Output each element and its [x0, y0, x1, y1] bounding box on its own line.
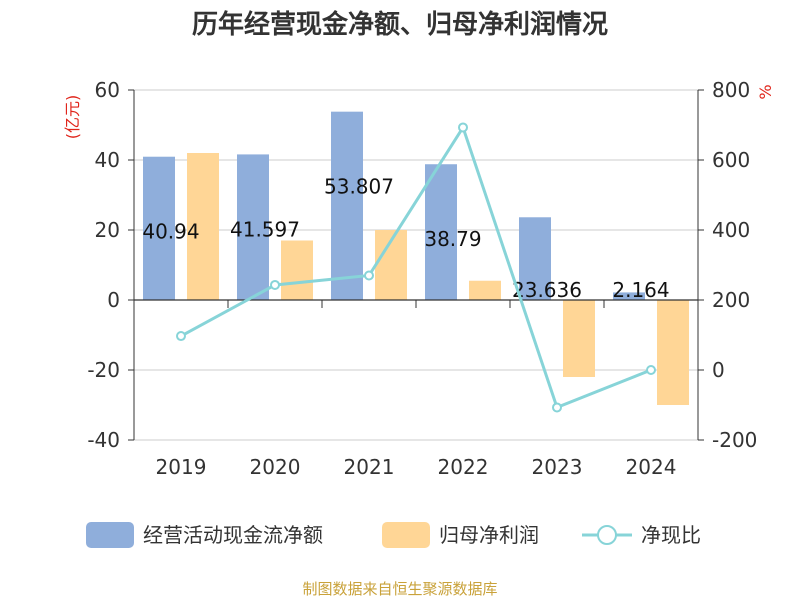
x-tick-label: 2019: [156, 455, 207, 479]
x-tick-label: 2022: [438, 455, 489, 479]
bar-cashflow-2024: [613, 292, 645, 300]
y-right-tick-label: 400: [712, 218, 750, 242]
x-tick-label: 2021: [344, 455, 395, 479]
y-right-tick-label: 200: [712, 288, 750, 312]
bar-profit-2024: [657, 300, 689, 405]
bar-cashflow-2022: [425, 164, 457, 300]
y-left-tick-label: 20: [95, 218, 120, 242]
bar-cashflow-2019: [143, 156, 175, 300]
data-label: 41.597: [230, 217, 300, 241]
bar-profit-2020: [281, 240, 313, 300]
bar-cashflow-2020: [237, 154, 269, 300]
line-point-2020: [270, 279, 280, 290]
data-label: 23.636: [512, 278, 582, 302]
y-right-unit-label: %: [756, 84, 775, 99]
legend-swatch-cashflow: [86, 522, 134, 548]
legend-label-profit: 归母净利润: [439, 523, 539, 547]
y-right-tick-label: 600: [712, 148, 750, 172]
x-tick-label: 2024: [626, 455, 677, 479]
data-label: 53.807: [324, 175, 394, 199]
line-point-2019: [176, 331, 186, 342]
y-left-tick-label: 60: [95, 78, 120, 102]
line-point-2024: [646, 365, 656, 375]
y-left-unit-label: (亿元): [63, 95, 82, 140]
y-left-tick-label: 40: [95, 148, 120, 172]
line-netcash-ratio: [180, 123, 652, 410]
bar-profit-2023: [563, 300, 595, 377]
line-point-2021: [364, 270, 374, 281]
legend-swatch-profit: [382, 522, 430, 548]
bar-cashflow-2023: [519, 217, 551, 300]
chart-title: 历年经营现金净额、归母净利润情况: [192, 9, 608, 40]
data-label: 40.94: [142, 220, 199, 244]
y-right-tick-label: 0: [712, 358, 725, 382]
y-right-tick-label: 800: [712, 78, 750, 102]
y-left-tick-label: 0: [107, 288, 120, 312]
line-point-2022: [458, 122, 468, 133]
line-point-2023: [552, 402, 562, 413]
y-left-tick-label: -40: [87, 428, 120, 452]
y-right-tick-label: -200: [712, 428, 757, 452]
x-tick-label: 2020: [250, 455, 301, 479]
legend-label-ratio: 净现比: [641, 523, 701, 547]
data-label: 2.164: [612, 278, 669, 302]
source-note: 制图数据来自恒生聚源数据库: [302, 580, 497, 598]
bar-cashflow-2021: [331, 111, 363, 300]
x-tick-label: 2023: [532, 455, 583, 479]
legend-label-cashflow: 经营活动现金流净额: [143, 523, 323, 547]
y-left-tick-label: -20: [87, 358, 120, 382]
legend-marker-ratio: [597, 525, 617, 545]
bar-profit-2019: [187, 153, 219, 300]
bar-profit-2022: [469, 280, 501, 300]
data-label: 38.79: [424, 227, 481, 251]
